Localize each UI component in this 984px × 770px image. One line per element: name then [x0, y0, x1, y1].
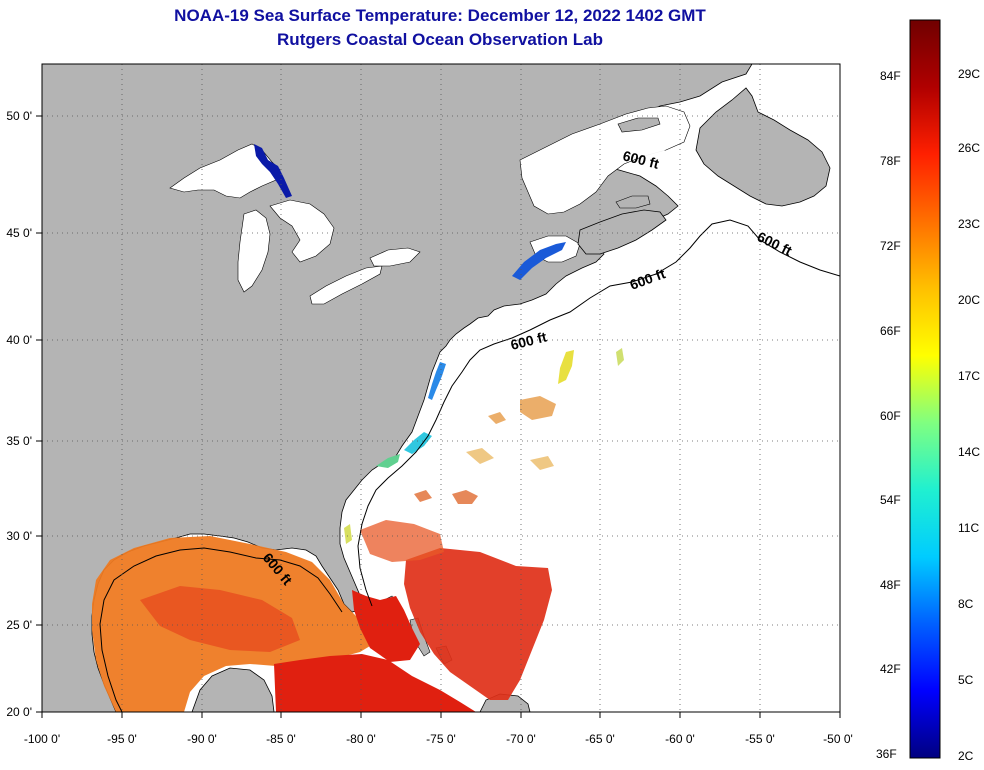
colorbar-c-label: 20C: [958, 293, 980, 307]
map-title: NOAA-19 Sea Surface Temperature: Decembe…: [174, 6, 706, 25]
lat-label: 40 0': [6, 333, 32, 347]
lon-label: -65 0': [585, 732, 615, 746]
lake-erie: [309, 265, 383, 305]
lon-label: -70 0': [506, 732, 536, 746]
colorbar-c-label: 26C: [958, 141, 980, 155]
colorbar-c-label: 23C: [958, 217, 980, 231]
colorbar-c-label: 5C: [958, 673, 974, 687]
lake-michigan: [237, 209, 271, 293]
colorbar-f-label: 60F: [880, 409, 901, 423]
lake-ontario: [369, 247, 421, 267]
land-interior-white: [642, 148, 720, 200]
sst-atlantic-mid: [360, 520, 444, 562]
lon-label: -100 0': [24, 732, 60, 746]
lat-label: 45 0': [6, 226, 32, 240]
land-newfoundland: [695, 87, 831, 207]
colorbar-f-label: 42F: [880, 662, 901, 676]
land-nova-scotia: [577, 209, 667, 255]
contour-600ft-gulf: [99, 547, 343, 712]
colorbar-f-label: 36F: [876, 747, 897, 761]
lon-label: -55 0': [745, 732, 775, 746]
colorbar-c-label: 14C: [958, 445, 980, 459]
sst-offshore-patch-2: [488, 396, 556, 424]
sst-caribbean: [274, 654, 476, 712]
colorbar-c-label: 29C: [958, 67, 980, 81]
sst-offshore-patch: [414, 490, 478, 504]
sst-florida-straits: [352, 590, 420, 662]
sst-coastal-cold-mid: [428, 362, 446, 400]
lon-label: -95 0': [107, 732, 137, 746]
sst-yellow-streak-2: [616, 348, 624, 366]
lon-label: -60 0': [665, 732, 695, 746]
lon-label: -75 0': [426, 732, 456, 746]
land-anticosti: [617, 117, 661, 133]
colorbar-c-label: 17C: [958, 369, 980, 383]
lon-label: -50 0': [823, 732, 853, 746]
colorbar-f-labels: 84F 78F 72F 66F 60F 54F 48F 42F 36F: [876, 69, 901, 761]
colorbar-f-label: 54F: [880, 493, 901, 507]
colorbar-f-label: 72F: [880, 239, 901, 253]
colorbar-c-label: 11C: [958, 521, 979, 535]
contour-600ft: [357, 219, 840, 607]
colorbar-f-label: 48F: [880, 578, 901, 592]
lon-label: -85 0': [266, 732, 296, 746]
lat-label: 35 0': [6, 434, 32, 448]
sst-coastal-green-sc: [376, 454, 400, 468]
sst-coastal-cold-ne: [512, 242, 566, 280]
sst-atlantic-east: [404, 548, 552, 700]
sst-gulf-warm-core: [140, 586, 300, 652]
colorbar-f-label: 66F: [880, 324, 901, 338]
colorbar-c-label: 8C: [958, 597, 974, 611]
lat-label: 20 0': [6, 705, 32, 719]
lon-label: -80 0': [346, 732, 376, 746]
land-yucatan: [191, 667, 275, 712]
colorbar-c-label: 2C: [958, 749, 974, 763]
lat-tick-labels: 50 0' 45 0' 40 0' 35 0' 30 0' 25 0' 20 0…: [6, 109, 32, 719]
lat-label: 50 0': [6, 109, 32, 123]
lake-huron: [269, 199, 335, 263]
lat-label: 25 0': [6, 618, 32, 632]
colorbar-f-label: 78F: [880, 154, 901, 168]
sst-coastal-yellow-fl: [344, 524, 352, 544]
lat-lon-grid: [42, 64, 840, 712]
sst-yellow-streak: [558, 350, 574, 384]
colorbar-f-label: 84F: [880, 69, 901, 83]
colorbar: [909, 19, 941, 759]
lon-label: -90 0': [187, 732, 217, 746]
sst-offshore-patch-3: [466, 448, 554, 470]
map-subtitle: Rutgers Coastal Ocean Observation Lab: [277, 30, 603, 49]
lon-tick-labels: -100 0' -95 0' -90 0' -85 0' -80 0' -75 …: [24, 732, 853, 746]
colorbar-c-labels: 29C 26C 23C 20C 17C 14C 11C 8C 5C 2C: [958, 67, 980, 763]
cold-water-lake: [254, 144, 292, 198]
axis-ticks: [36, 115, 841, 718]
lat-label: 30 0': [6, 529, 32, 543]
land-pei: [615, 195, 651, 209]
sst-coastal-cool-nc: [404, 432, 432, 454]
